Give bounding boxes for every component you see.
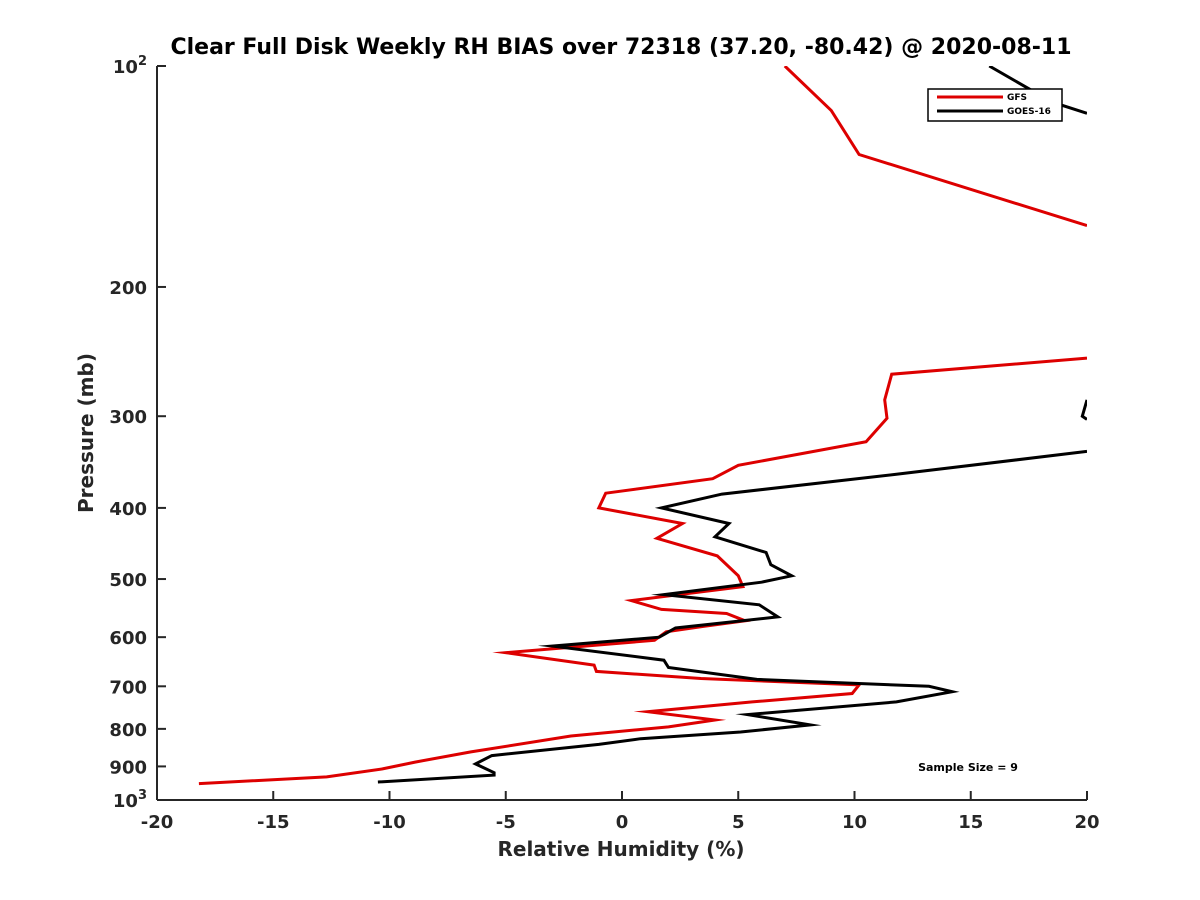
x-tick-label: -5 xyxy=(496,812,516,833)
series-line-gfs-segment-1 xyxy=(783,66,1087,228)
y-tick-label: 200 xyxy=(109,278,147,299)
series-line-goes-16-segment-3 xyxy=(377,449,1087,784)
y-tick-exponent: 2 xyxy=(138,54,147,69)
x-tick-label: -10 xyxy=(373,812,406,833)
sample-size-annotation: Sample Size = 9 xyxy=(918,761,1018,774)
y-tick-label: 900 xyxy=(109,757,147,778)
y-tick-label: 103 xyxy=(113,788,147,812)
plot-area xyxy=(157,66,1087,800)
x-tick-label: -15 xyxy=(257,812,290,833)
x-axis-label: Relative Humidity (%) xyxy=(497,837,744,861)
x-tick-label: 0 xyxy=(616,812,629,833)
x-tick-label: 10 xyxy=(842,812,867,833)
y-tick-label: 300 xyxy=(109,407,147,428)
y-axis-label: Pressure (mb) xyxy=(74,353,98,513)
y-tick-label: 400 xyxy=(109,499,147,520)
chart-title: Clear Full Disk Weekly RH BIAS over 7231… xyxy=(170,35,1071,60)
y-tick-label: 800 xyxy=(109,720,147,741)
legend: GFS GOES-16 xyxy=(927,88,1063,122)
x-tick-label: -20 xyxy=(141,812,174,833)
legend-box xyxy=(927,88,1063,122)
y-tick-label: 500 xyxy=(109,570,147,591)
x-tick-label: 5 xyxy=(732,812,745,833)
x-tick-label: 15 xyxy=(958,812,983,833)
x-axis-ticks: -20 -15 -10 -5 0 5 10 15 20 xyxy=(141,791,1100,833)
legend-label-goes-16: GOES-16 xyxy=(1007,107,1051,117)
y-tick-base: 10 xyxy=(113,57,138,78)
y-tick-label: 102 xyxy=(113,54,147,78)
y-tick-label: 700 xyxy=(109,677,147,698)
x-tick-label: 20 xyxy=(1074,812,1099,833)
y-tick-exponent: 3 xyxy=(138,788,147,803)
series-line-goes-16-segment-2 xyxy=(1080,399,1087,421)
y-tick-label: 600 xyxy=(109,628,147,649)
y-tick-base: 10 xyxy=(113,791,138,812)
legend-label-gfs: GFS xyxy=(1007,93,1027,103)
